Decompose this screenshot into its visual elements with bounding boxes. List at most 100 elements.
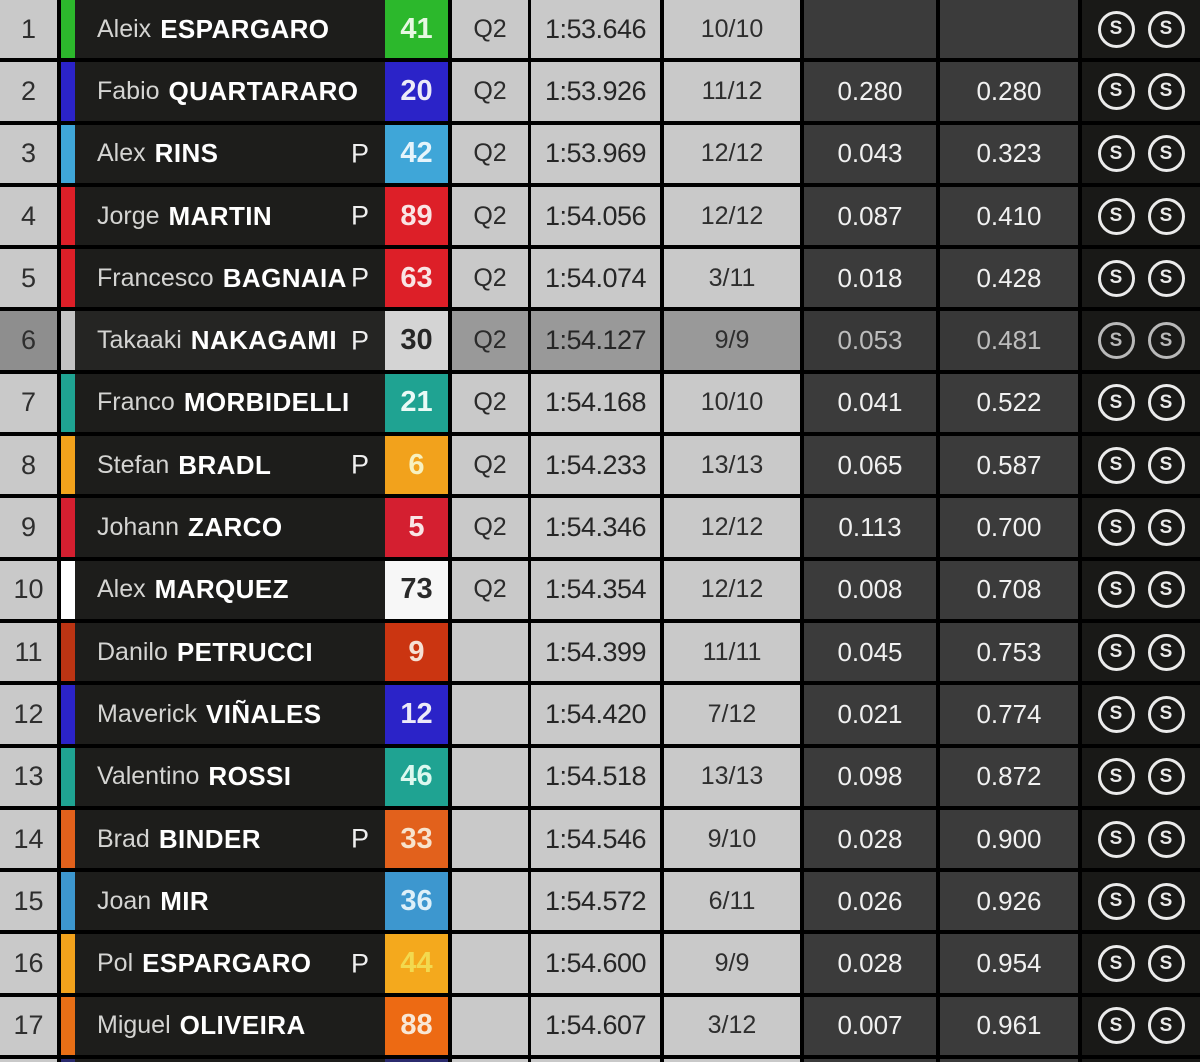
gap-previous-cell	[804, 1059, 940, 1062]
timing-row[interactable]: 16 Pol ESPARGARO P 44 1:54.600 9/9 0.028…	[0, 934, 1200, 997]
rider-number-badge: 36	[385, 872, 452, 931]
timing-row[interactable]: 17 Miguel OLIVEIRA 88 1:54.607 3/12 0.00…	[0, 996, 1200, 1060]
front-tyre-soft-icon: S	[1097, 633, 1135, 671]
rider-number-badge: 73	[385, 560, 452, 619]
rider-name-cell: Pol ESPARGARO P	[75, 934, 385, 993]
lap-count-cell: 12/12	[664, 186, 804, 246]
timing-row[interactable]: 2 Fabio QUARTARARO 20 Q2 1:53.926 11/12 …	[0, 62, 1200, 125]
rider-first-name: Alex	[97, 139, 146, 168]
timing-row[interactable]: 15 Joan MIR 36 1:54.572 6/11 0.026 0.926…	[0, 872, 1200, 935]
team-color-bar	[61, 62, 75, 121]
gap-leader-cell: 0.900	[940, 809, 1082, 869]
lap-time-cell: 1:53.646	[531, 0, 664, 59]
lap-time-cell: 1:54.074	[531, 249, 664, 308]
timing-row[interactable]: 10 Alex MARQUEZ 73 Q2 1:54.354 12/12 0.0…	[0, 560, 1200, 623]
team-color-bar	[61, 311, 75, 370]
rider-name-cell: Jorge MARTIN P	[75, 186, 385, 246]
rider-last-name: ESPARGARO	[160, 13, 330, 44]
tyre-cell: S S	[1082, 809, 1200, 869]
session-cell	[452, 809, 531, 869]
timing-row[interactable]: 3 Alex RINS P 42 Q2 1:53.969 12/12 0.043…	[0, 124, 1200, 187]
timing-row[interactable]: 8 Stefan BRADL P 6 Q2 1:54.233 13/13 0.0…	[0, 436, 1200, 499]
rider-last-name: PETRUCCI	[176, 636, 313, 667]
front-tyre-soft-icon: S	[1097, 259, 1135, 297]
rider-name-cell: Maverick VIÑALES	[75, 685, 385, 744]
rider-number-badge: 42	[385, 124, 452, 183]
rider-first-name: Valentino	[97, 762, 200, 791]
session-cell: Q2	[452, 560, 531, 619]
rider-name-cell: Brad BINDER P	[75, 809, 385, 869]
team-color-bar	[61, 436, 75, 495]
rider-last-name: NAKAGAMI	[190, 325, 337, 356]
timing-row[interactable]: 7 Franco MORBIDELLI 21 Q2 1:54.168 10/10…	[0, 373, 1200, 437]
team-color-bar	[61, 747, 75, 806]
timing-row[interactable]: 12 Maverick VIÑALES 12 1:54.420 7/12 0.0…	[0, 685, 1200, 748]
gap-leader-cell: 0.280	[940, 62, 1082, 121]
gap-previous-cell: 0.028	[804, 934, 940, 993]
front-tyre-soft-icon: S	[1097, 10, 1135, 48]
gap-previous-cell: 0.018	[804, 249, 940, 308]
gap-leader-cell: 0.587	[940, 436, 1082, 495]
rear-tyre-soft-icon: S	[1147, 571, 1185, 609]
rider-name-cell: Fabio QUARTARARO	[75, 62, 385, 121]
timing-row[interactable]: 5 Francesco BAGNAIA P 63 Q2 1:54.074 3/1…	[0, 249, 1200, 312]
lap-count-cell	[664, 1059, 804, 1062]
rider-last-name: MARQUEZ	[154, 574, 289, 605]
gap-leader-cell: 0.481	[940, 311, 1082, 370]
gap-leader-cell: 0.410	[940, 186, 1082, 246]
rider-name-cell: Stefan BRADL P	[75, 436, 385, 495]
gap-leader-cell: 0.428	[940, 249, 1082, 308]
rider-first-name: Brad	[97, 824, 150, 853]
rider-first-name: Franco	[97, 388, 175, 417]
lap-time-cell: 1:54.420	[531, 685, 664, 744]
pit-indicator: P	[350, 449, 369, 480]
tyre-cell: S S	[1082, 0, 1200, 59]
lap-time-cell: 1:54.233	[531, 436, 664, 495]
rider-first-name: Stefan	[97, 450, 170, 479]
timing-row[interactable]: 9 Johann ZARCO 5 Q2 1:54.346 12/12 0.113…	[0, 498, 1200, 561]
gap-previous-cell: 0.045	[804, 622, 940, 682]
lap-count-cell: 10/10	[664, 0, 804, 59]
session-cell: Q2	[452, 311, 531, 370]
timing-row[interactable]	[0, 1059, 1200, 1062]
timing-row[interactable]: 6 Takaaki NAKAGAMI P 30 Q2 1:54.127 9/9 …	[0, 311, 1200, 374]
rear-tyre-soft-icon: S	[1147, 135, 1185, 173]
timing-row[interactable]: 11 Danilo PETRUCCI 9 1:54.399 11/11 0.04…	[0, 622, 1200, 686]
tyre-cell: S S	[1082, 62, 1200, 121]
gap-leader-cell: 0.753	[940, 622, 1082, 682]
timing-row[interactable]: 4 Jorge MARTIN P 89 Q2 1:54.056 12/12 0.…	[0, 186, 1200, 250]
timing-row[interactable]: 14 Brad BINDER P 33 1:54.546 9/10 0.028 …	[0, 809, 1200, 873]
lap-count-cell: 12/12	[664, 560, 804, 619]
gap-previous-cell: 0.008	[804, 560, 940, 619]
lap-time-cell: 1:54.127	[531, 311, 664, 370]
session-cell	[452, 1059, 531, 1062]
rider-name-cell: Francesco BAGNAIA P	[75, 249, 385, 308]
rider-number-badge: 9	[385, 622, 452, 682]
lap-time-cell: 1:54.600	[531, 934, 664, 993]
rider-number-badge: 46	[385, 747, 452, 806]
team-color-bar	[61, 249, 75, 308]
gap-previous-cell	[804, 0, 940, 59]
position-number: 14	[0, 809, 61, 869]
rider-name-cell: Danilo PETRUCCI	[75, 622, 385, 682]
timing-row[interactable]: 1 Aleix ESPARGARO 41 Q2 1:53.646 10/10 S…	[0, 0, 1200, 63]
gap-leader-cell: 0.522	[940, 373, 1082, 433]
tyre-cell: S S	[1082, 560, 1200, 619]
position-number: 5	[0, 249, 61, 308]
lap-count-cell: 9/9	[664, 934, 804, 993]
gap-previous-cell: 0.028	[804, 809, 940, 869]
rider-number-badge: 21	[385, 373, 452, 433]
gap-previous-cell: 0.043	[804, 124, 940, 183]
pit-indicator: P	[350, 948, 369, 979]
rider-name-cell: Valentino ROSSI	[75, 747, 385, 806]
lap-time-cell: 1:54.354	[531, 560, 664, 619]
tyre-cell: S S	[1082, 249, 1200, 308]
rear-tyre-soft-icon: S	[1147, 882, 1185, 920]
lap-count-cell: 9/9	[664, 311, 804, 370]
lap-time-cell: 1:54.572	[531, 872, 664, 931]
rear-tyre-soft-icon: S	[1147, 10, 1185, 48]
gap-leader-cell	[940, 0, 1082, 59]
timing-row[interactable]: 13 Valentino ROSSI 46 1:54.518 13/13 0.0…	[0, 747, 1200, 810]
position-number: 13	[0, 747, 61, 806]
